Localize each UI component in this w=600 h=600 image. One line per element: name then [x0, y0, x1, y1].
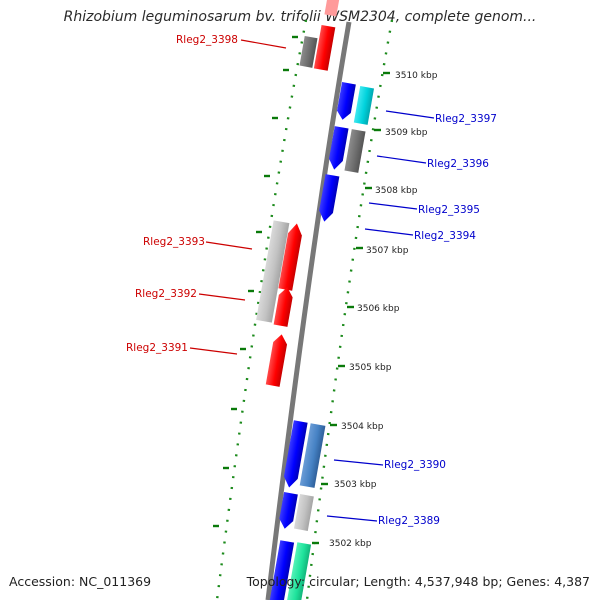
genome-title: Rhizobium leguminosarum bv. trifolii WSM… [63, 9, 537, 25]
left-track-ticks [213, 35, 298, 528]
forward-strand-genes [256, 0, 340, 387]
gene-rleg2-3390-box[interactable] [299, 423, 326, 488]
gene-rleg2-3389-arrow-blue[interactable] [278, 492, 298, 530]
gene-rleg2-3397-arrow-blue[interactable] [336, 82, 356, 121]
gene-rleg2-3389-box[interactable] [293, 494, 314, 531]
gene-light-gray-large[interactable] [256, 220, 290, 323]
scale-tick-3503: 3503 kbp [334, 480, 377, 490]
gene-label-rleg2-3389[interactable]: Rleg2_3389 [378, 515, 440, 527]
scale-tick-3505: 3505 kbp [349, 363, 392, 373]
gene-label-rleg2-3397[interactable]: Rleg2_3397 [435, 113, 497, 125]
forward-leaders [189, 39, 287, 355]
scale-tick-3504: 3504 kbp [341, 422, 384, 432]
scale-tick-3507: 3507 kbp [366, 246, 409, 256]
gene-label-rleg2-3395[interactable]: Rleg2_3395 [418, 204, 480, 216]
gene-rleg2-3396-box[interactable] [344, 129, 366, 173]
gene-label-rleg2-3392[interactable]: Rleg2_3392 [135, 288, 197, 300]
scale-tick-3510: 3510 kbp [395, 71, 438, 81]
genome-backbone [265, 21, 352, 600]
accession-label: Accession: NC_011369 [9, 574, 152, 589]
gene-rleg2-3391-arrow[interactable] [265, 333, 289, 387]
scale-tick-3508: 3508 kbp [375, 186, 418, 196]
right-track-ticks [312, 71, 390, 545]
gene-bottom-teal[interactable] [286, 542, 312, 600]
gene-rleg2-3395-arrow[interactable] [317, 174, 340, 223]
reverse-strand-genes [269, 82, 375, 600]
genome-summary: Topology: circular; Length: 4,537,948 bp… [246, 574, 590, 589]
gene-rleg2-3392-arrow[interactable] [273, 286, 295, 327]
reverse-leaders [326, 110, 435, 522]
gene-gray-neighbor[interactable] [299, 36, 318, 68]
gene-label-rleg2-3393[interactable]: Rleg2_3393 [143, 236, 205, 248]
gene-rleg2-3396-arrow-blue[interactable] [327, 126, 349, 171]
gene-rleg2-3390-arrow-blue[interactable] [282, 420, 308, 488]
gene-label-rleg2-3390[interactable]: Rleg2_3390 [384, 459, 446, 471]
gene-label-rleg2-3398[interactable]: Rleg2_3398 [176, 34, 238, 46]
gene-label-rleg2-3394[interactable]: Rleg2_3394 [414, 230, 476, 242]
gene-label-rleg2-3396[interactable]: Rleg2_3396 [427, 158, 489, 170]
gene-rleg2-3397-box[interactable] [353, 86, 375, 125]
gene-bottom-blue[interactable] [269, 540, 295, 600]
gene-label-rleg2-3391[interactable]: Rleg2_3391 [126, 342, 188, 354]
scale-tick-3506: 3506 kbp [357, 304, 400, 314]
scale-tick-3502: 3502 kbp [329, 539, 372, 549]
gene-rleg2-3398-arrow[interactable] [313, 24, 336, 71]
gene-rleg2-3398-top [324, 0, 340, 17]
gene-rleg2-3393-arrow[interactable] [278, 222, 303, 291]
scale-tick-3509: 3509 kbp [385, 128, 428, 138]
